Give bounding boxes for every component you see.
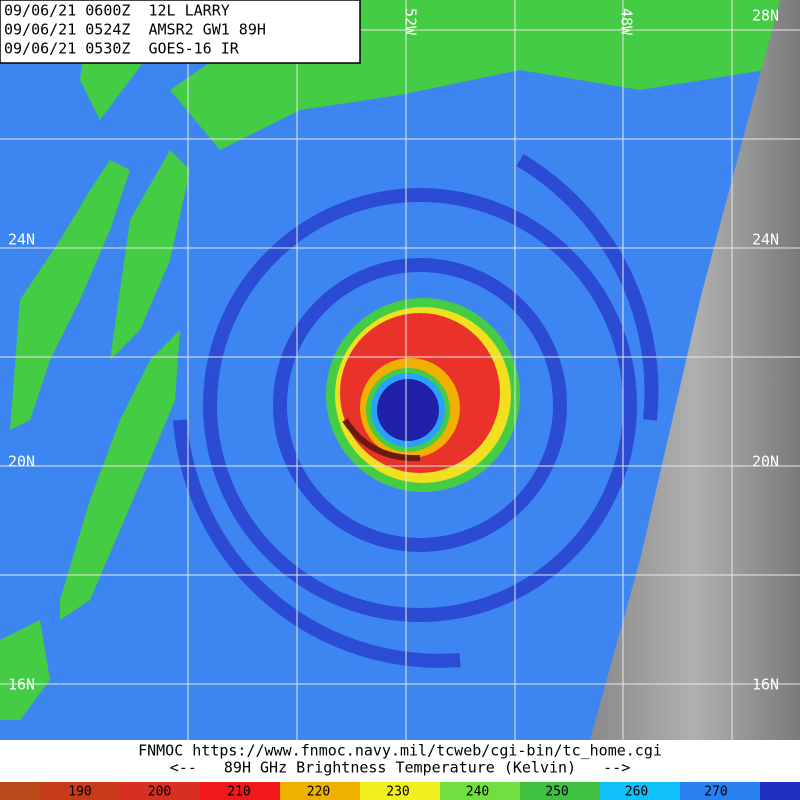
header-line: 09/06/21 0524Z AMSR2 GW1 89H — [4, 21, 266, 39]
footer — [0, 740, 800, 782]
lat-label: 16N — [8, 676, 35, 694]
lat-label: 24N — [8, 231, 35, 249]
colorbar-tick-label: 200 — [148, 785, 171, 800]
footer-source: FNMOC https://www.fnmoc.navy.mil/tcweb/c… — [138, 742, 662, 760]
footer-caption: <-- 89H GHz Brightness Temperature (Kelv… — [170, 759, 631, 777]
imagery — [0, 0, 800, 740]
colorbar-tick-label: 240 — [466, 785, 489, 800]
lat-label: 28N — [752, 7, 779, 25]
colorbar-tick-label: 260 — [625, 785, 648, 800]
header-line: 09/06/21 0600Z 12L LARRY — [4, 2, 230, 20]
header-box — [0, 0, 361, 64]
lat-label: 16N — [752, 676, 779, 694]
colorbar-tick-label: 230 — [386, 785, 409, 800]
colorbar-tick-label: 250 — [545, 785, 568, 800]
lon-label: 48W — [618, 8, 636, 36]
colorbar — [0, 782, 800, 800]
lon-label: 52W — [402, 8, 420, 36]
lat-label: 20N — [752, 453, 779, 471]
header-line: 09/06/21 0530Z GOES-16 IR — [4, 40, 240, 58]
colorbar-tick-label: 210 — [227, 785, 250, 800]
colorbar-tick-label: 220 — [307, 785, 330, 800]
colorbar-tick-label: 190 — [68, 785, 91, 800]
lat-label: 20N — [8, 453, 35, 471]
lat-label: 24N — [752, 231, 779, 249]
colorbar-tick-label: 270 — [704, 785, 727, 800]
